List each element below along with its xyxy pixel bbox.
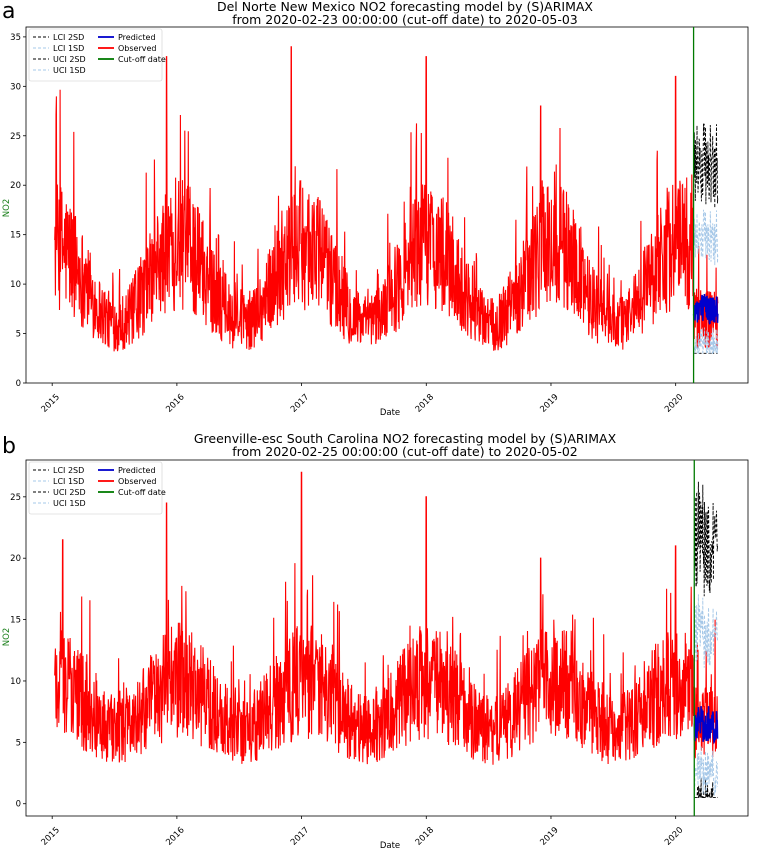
chart-title: Del Norte New Mexico NO2 forecasting mod… <box>217 0 593 14</box>
axes-frame <box>25 459 749 817</box>
legend-box <box>28 461 163 515</box>
legend-entry-label: UCI 1SD <box>53 66 86 75</box>
y-tick-label: 10 <box>10 677 21 687</box>
x-axis-label: Date <box>380 841 400 850</box>
legend-entry-label: Observed <box>118 477 157 486</box>
x-tick-label: 2018 <box>414 392 436 414</box>
x-tick-label: 2017 <box>289 825 311 847</box>
x-tick-label: 2019 <box>538 825 560 847</box>
panel-label: a <box>2 0 15 24</box>
y-tick-label: 20 <box>10 554 21 564</box>
y-tick-label: 10 <box>10 280 21 290</box>
legend-box <box>28 28 163 82</box>
x-tick-label: 2016 <box>164 392 186 414</box>
x-tick-label: 2019 <box>538 392 560 414</box>
x-tick-label: 2018 <box>414 825 436 847</box>
x-tick-label: 2015 <box>40 392 62 414</box>
x-tick-label: 2017 <box>289 392 311 414</box>
legend-entry-label: Observed <box>118 44 157 53</box>
y-tick-label: 5 <box>16 738 21 748</box>
panel-b: b Greenville-esc South Carolina NO2 fore… <box>2 431 749 850</box>
legend-entry-label: Cut-off date <box>118 488 166 497</box>
predicted-series-line <box>692 293 719 325</box>
chart-title: Greenville-esc South Carolina NO2 foreca… <box>194 431 617 446</box>
x-tick-label: 2020 <box>663 825 685 847</box>
y-tick-label: 0 <box>16 379 21 389</box>
uci-1sd-line <box>693 209 719 266</box>
legend-entry-label: UCI 2SD <box>53 55 86 64</box>
legend-entry-label: LCI 1SD <box>53 477 84 486</box>
legend-entry-label: LCI 1SD <box>53 44 84 53</box>
panel-a: a Del Norte New Mexico NO2 forecasting m… <box>2 0 749 418</box>
axes-frame <box>25 26 749 384</box>
legend-entry-label: UCI 1SD <box>53 499 86 508</box>
plot-area: 0 5 10 15 20 25 2015 2016 2017 2018 2019 2020 LCI 2S… <box>10 459 749 848</box>
panel-label: b <box>2 434 16 459</box>
lci-2sd-line <box>693 351 718 354</box>
y-axis-label: NO2 <box>2 628 12 646</box>
legend-entry-label: UCI 2SD <box>53 488 86 497</box>
chart-subtitle: from 2020-02-25 00:00:00 (cut-off date) … <box>232 444 578 459</box>
observed-series-line <box>54 471 719 765</box>
uci-1sd-line <box>693 594 718 668</box>
legend-entry-label: Predicted <box>118 466 156 475</box>
y-tick-label: 25 <box>10 493 21 503</box>
legend: LCI 2SD LCI 1SD UCI 2SD UCI 1SD Predicted Obs… <box>28 461 166 515</box>
legend-entry-label: LCI 2SD <box>53 466 84 475</box>
lci-2sd-line <box>694 777 718 799</box>
x-axis-label: Date <box>380 408 400 418</box>
predicted-series-line <box>693 706 719 745</box>
y-tick-label: 35 <box>10 33 21 43</box>
y-tick-label: 5 <box>16 330 21 340</box>
plot-area: 0 5 10 15 20 25 30 35 2015 2016 2017 2018 2019 2020 LC… <box>10 26 749 415</box>
y-tick-label: 0 <box>16 800 21 810</box>
y-tick-label: 15 <box>10 616 21 626</box>
chart-subtitle: from 2020-02-23 00:00:00 (cut-off date) … <box>232 12 578 27</box>
lci-1sd-line <box>693 745 718 796</box>
y-axis-label: NO2 <box>2 199 12 217</box>
x-tick-label: 2015 <box>40 825 62 847</box>
x-tick-label: 2016 <box>164 825 186 847</box>
lci-1sd-line <box>693 327 719 355</box>
uci-2sd-line <box>693 123 719 209</box>
y-tick-label: 25 <box>10 132 21 142</box>
legend-entry-label: LCI 2SD <box>53 33 84 42</box>
y-tick-label: 20 <box>10 181 21 191</box>
legend-entry-label: Predicted <box>118 33 156 42</box>
legend-entry-label: Cut-off date <box>118 55 166 64</box>
legend: LCI 2SD LCI 1SD UCI 2SD UCI 1SD Predicted Obs… <box>28 28 166 82</box>
observed-series-line <box>54 46 719 352</box>
y-tick-label: 30 <box>10 82 21 92</box>
x-tick-label: 2020 <box>663 392 685 414</box>
y-tick-label: 15 <box>10 231 21 241</box>
uci-2sd-line <box>693 481 718 597</box>
